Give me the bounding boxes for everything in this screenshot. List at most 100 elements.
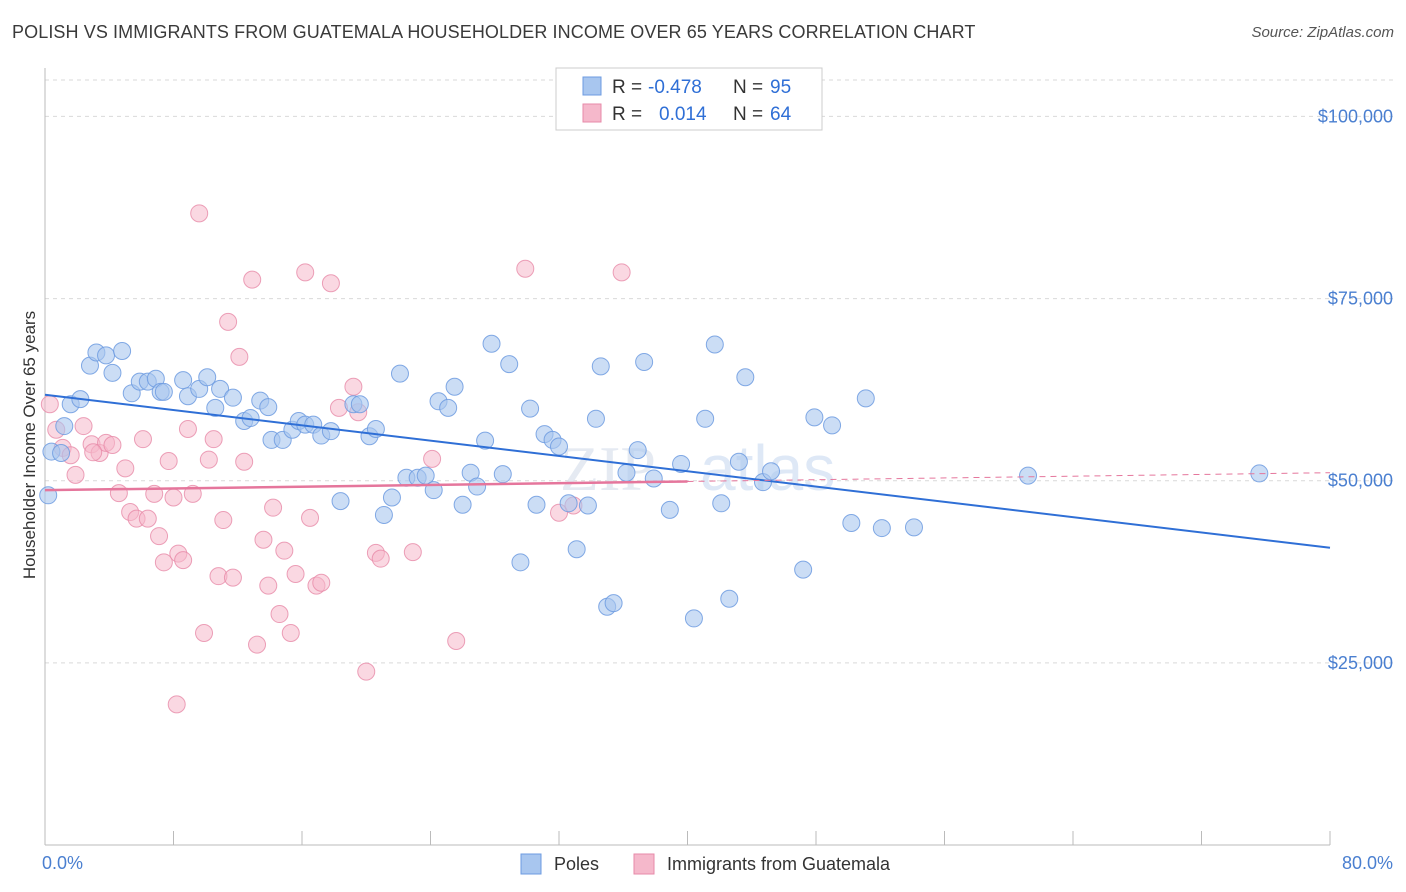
point-poles	[904, 518, 923, 537]
point-guatemala	[219, 312, 238, 331]
point-poles	[113, 342, 132, 361]
point-poles	[872, 519, 891, 538]
y-axis-title: Householder Income Over 65 years	[20, 311, 39, 579]
point-poles	[154, 382, 173, 401]
point-guatemala	[447, 632, 466, 650]
trend-line-guatemala-extension	[687, 472, 1331, 482]
legend-n-value-poles: 95	[770, 77, 791, 98]
point-guatemala	[159, 452, 178, 471]
series-poles	[39, 334, 1269, 628]
y-tick-label: $50,000	[1328, 471, 1393, 491]
point-guatemala	[270, 605, 289, 624]
trend-line-guatemala	[44, 480, 688, 492]
point-guatemala	[84, 443, 103, 462]
point-guatemala	[183, 484, 202, 503]
point-poles	[586, 409, 605, 428]
point-poles	[55, 417, 74, 436]
point-guatemala	[248, 635, 267, 654]
legend-swatch-poles	[582, 76, 602, 96]
x-tick-label: 80.0%	[1342, 853, 1393, 873]
point-poles	[550, 437, 568, 456]
point-poles	[198, 368, 217, 387]
point-guatemala	[275, 541, 294, 560]
point-poles	[223, 388, 242, 407]
legend-box: R = -0.478 N = 95 R = 0.014 N = 64	[555, 67, 823, 131]
point-poles	[211, 379, 230, 398]
point-poles	[823, 416, 842, 435]
point-guatemala	[74, 417, 93, 436]
bottom-legend: Poles Immigrants from Guatemala	[520, 853, 891, 875]
point-poles	[97, 346, 116, 365]
point-poles	[567, 540, 586, 559]
point-guatemala	[154, 553, 173, 572]
point-poles	[468, 477, 487, 496]
y-tick-label: $25,000	[1328, 653, 1393, 673]
point-poles	[476, 431, 495, 450]
legend-swatch-guatemala	[582, 103, 602, 123]
point-poles	[453, 495, 472, 514]
trend-line-poles	[44, 393, 1331, 549]
point-poles	[604, 594, 623, 613]
point-guatemala	[133, 430, 152, 449]
chart-title: POLISH VS IMMIGRANTS FROM GUATEMALA HOUS…	[12, 22, 976, 42]
point-poles	[660, 500, 679, 519]
point-guatemala	[296, 263, 315, 282]
point-guatemala	[138, 509, 157, 528]
point-guatemala	[40, 395, 59, 414]
point-guatemala	[178, 419, 197, 438]
point-poles	[729, 452, 748, 471]
bottom-legend-swatch-poles	[520, 853, 542, 875]
point-guatemala	[109, 484, 128, 503]
point-guatemala	[612, 263, 631, 282]
point-poles	[374, 505, 393, 524]
point-poles	[174, 371, 193, 390]
point-poles	[591, 357, 610, 376]
point-poles	[672, 454, 691, 473]
point-guatemala	[204, 430, 223, 449]
point-poles	[103, 363, 122, 382]
legend-n-value-guatemala: 64	[770, 104, 792, 125]
watermark: ZIP atlas	[560, 432, 835, 504]
series-guatemala	[40, 204, 631, 714]
point-guatemala	[254, 530, 273, 549]
point-poles	[559, 494, 578, 513]
point-poles	[628, 441, 647, 460]
point-guatemala	[214, 511, 233, 530]
trend-lines	[44, 393, 1331, 549]
point-poles	[493, 465, 512, 484]
bottom-legend-label-guatemala: Immigrants from Guatemala	[667, 854, 891, 874]
point-guatemala	[235, 452, 254, 471]
point-poles	[794, 560, 813, 579]
point-guatemala	[301, 508, 320, 527]
point-guatemala	[243, 270, 262, 289]
point-poles	[1019, 466, 1038, 485]
point-poles	[762, 462, 781, 481]
y-tick-label: $100,000	[1318, 106, 1393, 126]
point-guatemala	[230, 347, 249, 366]
bottom-legend-swatch-guatemala	[633, 853, 655, 875]
point-poles	[52, 444, 71, 463]
point-guatemala	[321, 274, 340, 293]
point-guatemala	[516, 259, 535, 278]
source-label: Source: ZipAtlas.com	[1251, 24, 1394, 41]
point-poles	[842, 513, 861, 532]
legend-r-value-guatemala: 0.014	[659, 104, 707, 125]
gridlines	[45, 79, 1395, 664]
point-poles	[321, 422, 340, 441]
point-poles	[350, 395, 369, 414]
legend-r-value-poles: -0.478	[648, 77, 702, 98]
point-guatemala	[286, 564, 305, 583]
point-poles	[856, 389, 875, 408]
point-poles	[684, 609, 703, 628]
point-poles	[644, 469, 663, 488]
point-guatemala	[103, 436, 122, 455]
point-guatemala	[264, 498, 283, 517]
legend-r-label-guatemala: R =	[612, 104, 642, 125]
legend-n-label-poles: N =	[733, 77, 763, 98]
point-guatemala	[344, 377, 363, 396]
point-guatemala	[199, 450, 218, 469]
point-guatemala	[66, 465, 85, 484]
bottom-legend-label-poles: Poles	[554, 854, 599, 874]
point-poles	[705, 335, 724, 354]
